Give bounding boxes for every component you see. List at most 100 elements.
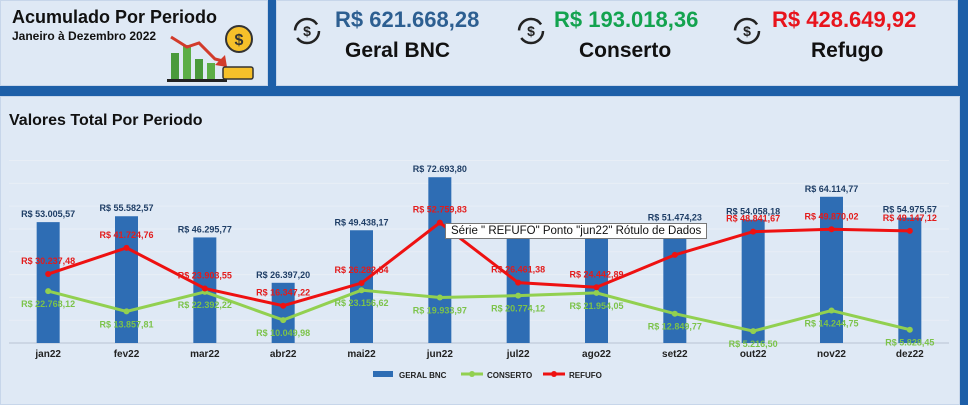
chart-money-icon: $ [167,25,254,82]
refugo-data-label: R$ 30.237,48 [21,256,75,266]
conserto-point [671,310,678,317]
chart-title: Valores Total Por Periodo [9,112,203,129]
conserto-point [515,292,522,299]
conserto-data-label: R$ 22.768,12 [21,299,75,309]
refugo-point [45,271,52,278]
x-tick-label: mai22 [347,349,376,360]
refugo-point [123,244,130,251]
bar-data-label: R$ 64.114,77 [805,184,859,194]
svg-text:$: $ [743,23,751,39]
conserto-point [593,289,600,296]
conserto-data-label: R$ 19.933,97 [413,306,467,316]
conserto-point [358,287,365,294]
refugo-data-label: R$ 48.841,67 [726,214,780,224]
conserto-point [123,308,130,315]
conserto-point [436,294,443,301]
bar-nov22 [820,196,843,343]
chart-canvas: R$ 53.005,57 R$ 55.582,57 R$ 46.295,77 R$ 2… [9,160,949,380]
conserto-line [47,288,911,333]
conserto-data-label: R$ 5.828,45 [885,338,934,348]
conserto-data-label: R$ 22.392,22 [178,300,232,310]
refugo-point [358,280,365,287]
conserto-data-label: R$ 10.049,98 [256,328,310,338]
x-tick-label: nov22 [817,349,846,360]
conserto-data-label: R$ 14.244,75 [804,319,858,329]
bar-data-label: R$ 54.058,18 [726,207,780,217]
x-tick-label: dez22 [896,349,924,360]
conserto-point [906,326,913,333]
kpi-refugo-label: Refugo [811,39,884,62]
refugo-data-label: R$ 24.442,89 [569,269,623,279]
kpi-panel: $ R$ 621.668,28 Geral BNC $ R$ 193.018,3… [276,0,958,86]
refugo-data-label: R$ 41.724,76 [99,230,153,240]
money-cycle-icon: $ [733,17,761,45]
svg-text:$: $ [235,32,244,49]
bar-out22 [741,219,765,343]
bar-data-label: R$ 53.005,57 [21,209,75,219]
bar-data-label: R$ 54.975,57 [883,205,937,215]
conserto-data-label: R$ 13.857,81 [99,319,153,329]
kpi-geral-value: R$ 621.668,28 [335,7,480,32]
conserto-point [280,317,287,324]
bar-data-label: R$ 46.295,77 [178,224,232,234]
kpi-conserto-value: R$ 193.018,36 [554,7,699,32]
refugo-data-label: R$ 49.870,02 [804,211,858,221]
bar-data-label: R$ 49.438,17 [334,217,388,227]
money-cycle-icon: $ [293,17,321,45]
refugo-point [280,302,287,309]
bar-jan22 [36,222,60,343]
legend-label: CONSERTO [487,371,532,380]
refugo-point [436,219,443,226]
legend-swatch [373,371,393,377]
bar-mai22 [350,230,373,343]
data-label-tooltip: Série " REFUFO" Ponto "jun22" Rótulo de … [445,223,708,239]
refugo-data-label: R$ 52.759,83 [413,205,467,215]
bar-data-label: R$ 51.474,23 [648,213,702,223]
conserto-data-label: R$ 5.216,50 [729,339,778,349]
chart-panel: Valores Total Por Periodo R$ 53.005,57 R$… [0,96,960,405]
bar-dez22 [898,217,922,343]
conserto-data-label: R$ 23.156,62 [334,298,388,308]
kpi-refugo-value: R$ 428.649,92 [772,7,917,32]
conserto-data-label: R$ 20.774,12 [491,304,545,314]
x-tick-label: jun22 [426,349,454,360]
refugo-data-label: R$ 49.147,12 [883,213,937,223]
refugo-data-label: R$ 16.347,22 [256,288,310,298]
legend-marker [469,371,475,377]
conserto-point [828,307,835,314]
refugo-point [201,285,208,292]
bar-jun22 [428,177,452,343]
bar-abr22 [271,282,295,343]
x-tick-label: out22 [740,349,767,360]
x-tick-label: jul22 [506,349,530,360]
page-title: Acumulado Por Periodo [12,7,218,27]
money-cycle-icon: $ [517,17,545,45]
refugo-data-label: R$ 26.282,54 [334,265,388,275]
refugo-line [47,220,910,308]
x-tick-label: mar22 [190,349,220,360]
refugo-point [828,226,835,233]
conserto-data-label: R$ 12.849,77 [648,322,702,332]
refugo-point [906,227,913,234]
legend-label: REFUFO [569,371,602,380]
refugo-data-label: R$ 26.461,38 [491,265,545,275]
kpi-geral-label: Geral BNC [345,39,451,62]
kpi-conserto-label: Conserto [579,39,672,62]
legend-marker [551,371,557,377]
legend-label: GERAL BNC [399,371,447,380]
svg-text:$: $ [527,23,535,39]
refugo-point [750,228,757,235]
bar-data-label: R$ 55.582,57 [99,203,153,213]
refugo-data-label: R$ 23.903,55 [178,270,232,280]
x-tick-label: ago22 [582,349,611,360]
refugo-point [593,284,600,291]
x-tick-label: fev22 [114,349,140,360]
bar-jul22 [506,235,530,343]
x-tick-label: set22 [662,349,688,360]
conserto-data-label: R$ 21.954,05 [569,301,623,311]
conserto-point [750,328,757,335]
x-tick-label: jan22 [34,349,61,360]
bar-data-label: R$ 26.397,20 [256,270,310,280]
bar-data-label: R$ 72.693,80 [413,164,467,174]
conserto-point [45,288,52,295]
